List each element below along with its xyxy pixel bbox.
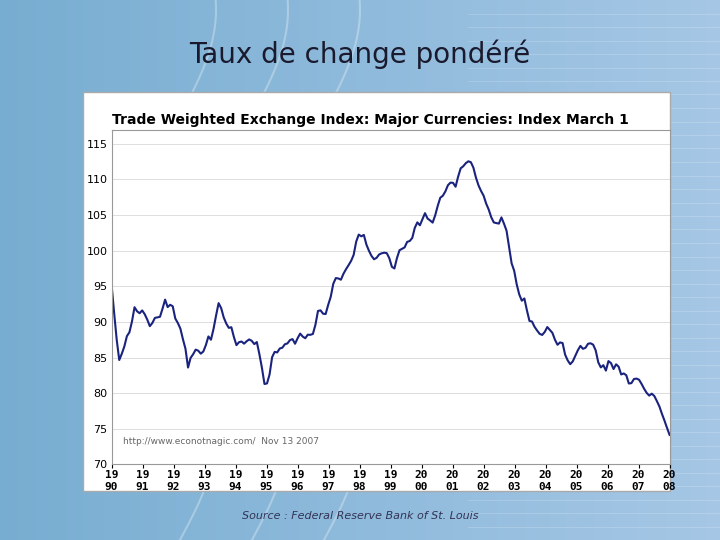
Text: Taux de change pondéré: Taux de change pondéré (189, 39, 531, 69)
Text: Trade Weighted Exchange Index: Major Currencies: Index March 1: Trade Weighted Exchange Index: Major Cur… (112, 113, 629, 127)
FancyBboxPatch shape (83, 92, 670, 491)
Text: http://www.econotnagic.com/  Nov 13 2007: http://www.econotnagic.com/ Nov 13 2007 (122, 437, 319, 446)
Text: Source : Federal Reserve Bank of St. Louis: Source : Federal Reserve Bank of St. Lou… (242, 511, 478, 521)
